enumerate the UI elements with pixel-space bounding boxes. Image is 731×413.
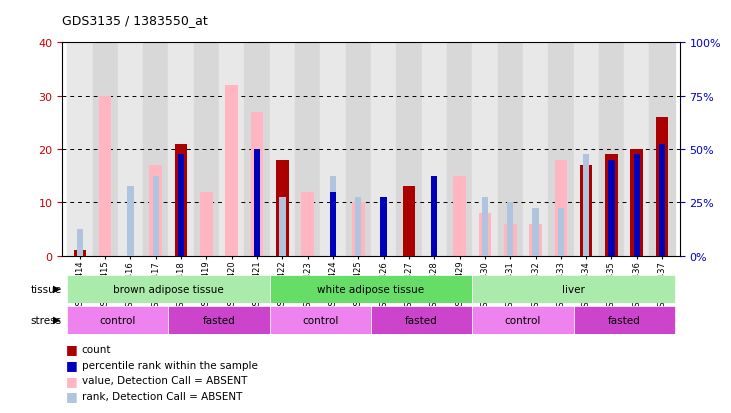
- Text: control: control: [302, 315, 338, 325]
- Bar: [649, 43, 675, 256]
- Bar: [330, 176, 336, 256]
- Bar: [380, 197, 387, 256]
- Text: fasted: fasted: [202, 315, 235, 325]
- Bar: [254, 150, 260, 256]
- Bar: [396, 43, 422, 256]
- Bar: [279, 197, 286, 256]
- Bar: [219, 43, 244, 256]
- Bar: [67, 275, 270, 303]
- Bar: [380, 197, 387, 256]
- Bar: [346, 43, 371, 256]
- Text: ■: ■: [66, 358, 77, 371]
- Bar: [431, 176, 437, 256]
- Bar: [624, 43, 649, 256]
- Bar: [355, 197, 362, 256]
- Bar: [194, 43, 219, 256]
- Bar: [301, 192, 314, 256]
- Text: ▶: ▶: [53, 314, 61, 324]
- Bar: [403, 187, 415, 256]
- Bar: [548, 43, 574, 256]
- Bar: [200, 192, 213, 256]
- Bar: [472, 43, 498, 256]
- Text: control: control: [99, 315, 136, 325]
- Text: ■: ■: [66, 342, 77, 356]
- Bar: [67, 43, 93, 256]
- Bar: [634, 155, 640, 256]
- Bar: [270, 43, 295, 256]
- Bar: [472, 275, 675, 303]
- Bar: [143, 43, 168, 256]
- Bar: [371, 306, 472, 334]
- Text: brown adipose tissue: brown adipose tissue: [113, 284, 224, 294]
- Bar: [608, 160, 615, 256]
- Text: white adipose tissue: white adipose tissue: [317, 284, 425, 294]
- Bar: [605, 155, 618, 256]
- Bar: [74, 251, 86, 256]
- Bar: [295, 43, 320, 256]
- Bar: [583, 155, 589, 256]
- Bar: [320, 43, 346, 256]
- Bar: [630, 150, 643, 256]
- Bar: [507, 203, 513, 256]
- Bar: [453, 176, 466, 256]
- Bar: [504, 224, 517, 256]
- Bar: [149, 166, 162, 256]
- Bar: [178, 155, 184, 256]
- Text: fasted: fasted: [607, 315, 640, 325]
- Text: GDS3135 / 1383550_at: GDS3135 / 1383550_at: [62, 14, 208, 27]
- Bar: [352, 203, 365, 256]
- Bar: [523, 43, 548, 256]
- Bar: [656, 118, 668, 256]
- Bar: [127, 187, 134, 256]
- Bar: [529, 224, 542, 256]
- Bar: [574, 306, 675, 334]
- Bar: [498, 43, 523, 256]
- Text: liver: liver: [562, 284, 585, 294]
- Bar: [447, 43, 472, 256]
- Bar: [153, 176, 159, 256]
- Bar: [67, 306, 168, 334]
- Bar: [532, 208, 539, 256]
- Bar: [659, 145, 665, 256]
- Text: count: count: [82, 344, 111, 354]
- Bar: [431, 176, 437, 256]
- Bar: [270, 275, 472, 303]
- Text: percentile rank within the sample: percentile rank within the sample: [82, 360, 258, 370]
- Bar: [479, 214, 491, 256]
- Bar: [225, 86, 238, 256]
- Bar: [555, 160, 567, 256]
- Bar: [77, 230, 83, 256]
- Bar: [99, 97, 112, 256]
- Bar: [175, 145, 187, 256]
- Text: stress: stress: [31, 315, 61, 325]
- Bar: [574, 43, 599, 256]
- Text: fasted: fasted: [405, 315, 438, 325]
- Bar: [599, 43, 624, 256]
- Bar: [118, 43, 143, 256]
- Bar: [580, 166, 593, 256]
- Bar: [270, 306, 371, 334]
- Bar: [168, 306, 270, 334]
- Bar: [244, 43, 270, 256]
- Bar: [371, 43, 396, 256]
- Text: ▶: ▶: [53, 283, 61, 293]
- Text: tissue: tissue: [31, 284, 61, 294]
- Bar: [330, 192, 336, 256]
- Text: value, Detection Call = ABSENT: value, Detection Call = ABSENT: [82, 375, 247, 385]
- Bar: [168, 43, 194, 256]
- Bar: [472, 306, 574, 334]
- Text: rank, Detection Call = ABSENT: rank, Detection Call = ABSENT: [82, 391, 242, 401]
- Text: ■: ■: [66, 389, 77, 403]
- Bar: [74, 251, 86, 256]
- Bar: [251, 112, 263, 256]
- Text: control: control: [504, 315, 541, 325]
- Bar: [276, 160, 289, 256]
- Text: ■: ■: [66, 374, 77, 387]
- Bar: [422, 43, 447, 256]
- Bar: [558, 208, 564, 256]
- Bar: [93, 43, 118, 256]
- Bar: [482, 197, 488, 256]
